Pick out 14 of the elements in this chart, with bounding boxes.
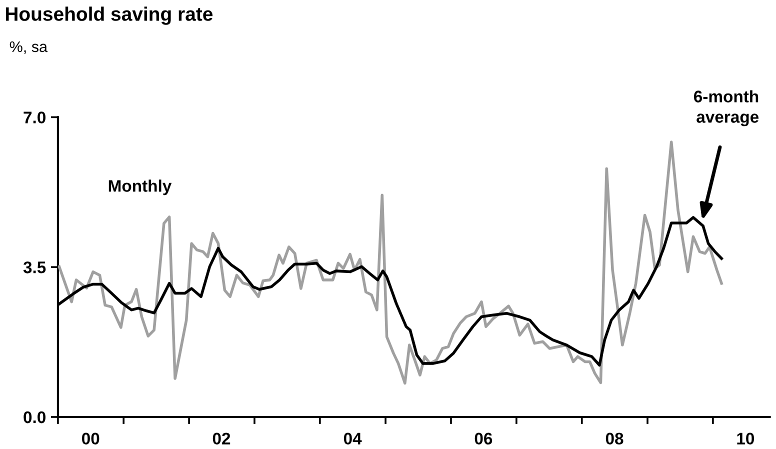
x-tick-label: 04 [344, 432, 362, 445]
x-tick-label: 06 [474, 432, 492, 445]
y-tick-label: 7.0 [24, 112, 46, 124]
chart-title: Household saving rate [6, 6, 213, 25]
x-tick-label: 00 [82, 432, 100, 445]
y-tick-label: 0.0 [24, 411, 46, 424]
chart-subtitle: %, sa [10, 41, 48, 54]
x-tick-label: 08 [606, 432, 624, 445]
line-series [58, 140, 723, 385]
series-label: Monthly [108, 180, 172, 196]
text: 6-month average [694, 90, 759, 126]
x-tick-label: 02 [212, 432, 230, 445]
y-tick-label: 3.5 [23, 261, 46, 274]
x-tick-label: 10 [737, 432, 754, 445]
